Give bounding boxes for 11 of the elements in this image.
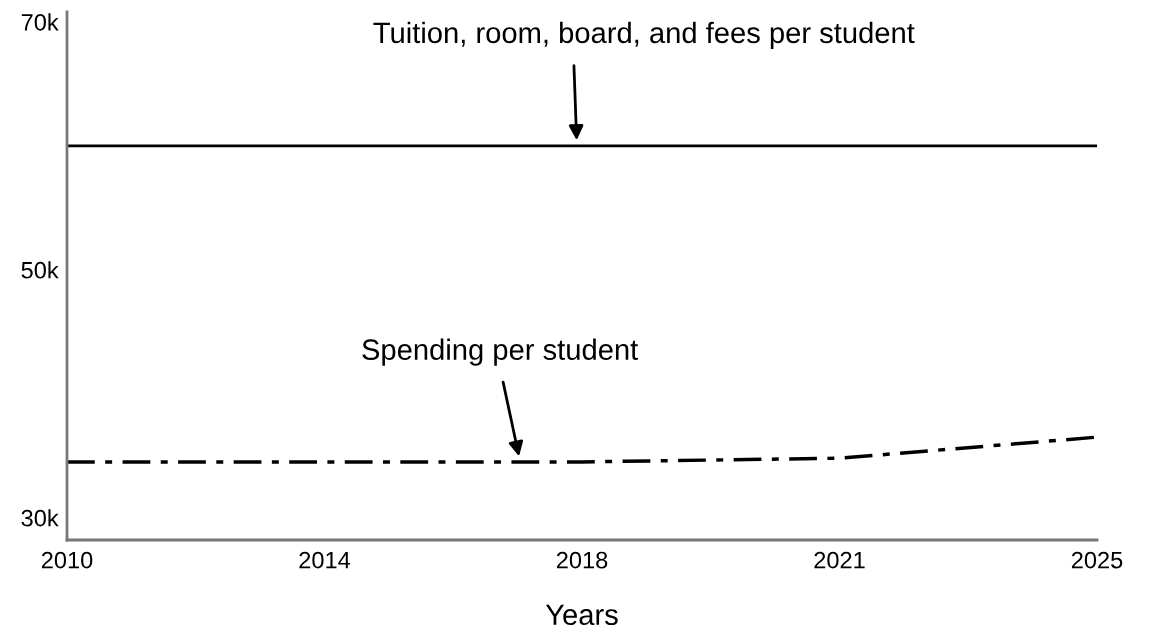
x-tick-label: 2021 [814, 551, 865, 569]
x-tick-label: 2018 [556, 551, 608, 569]
y-tick-label: 30k [21, 509, 59, 527]
x-axis-title: Years [545, 604, 618, 626]
annotation: Tuition, room, board, and fees per student [373, 21, 915, 49]
y-tick-label: 70k [21, 13, 59, 31]
y-tick-label: 50k [21, 261, 59, 279]
x-tick-label: 2025 [1071, 551, 1123, 569]
x-tick-label: 2014 [299, 551, 351, 569]
annotation: Spending per student [362, 338, 639, 366]
x-tick-label: 2010 [41, 551, 93, 569]
